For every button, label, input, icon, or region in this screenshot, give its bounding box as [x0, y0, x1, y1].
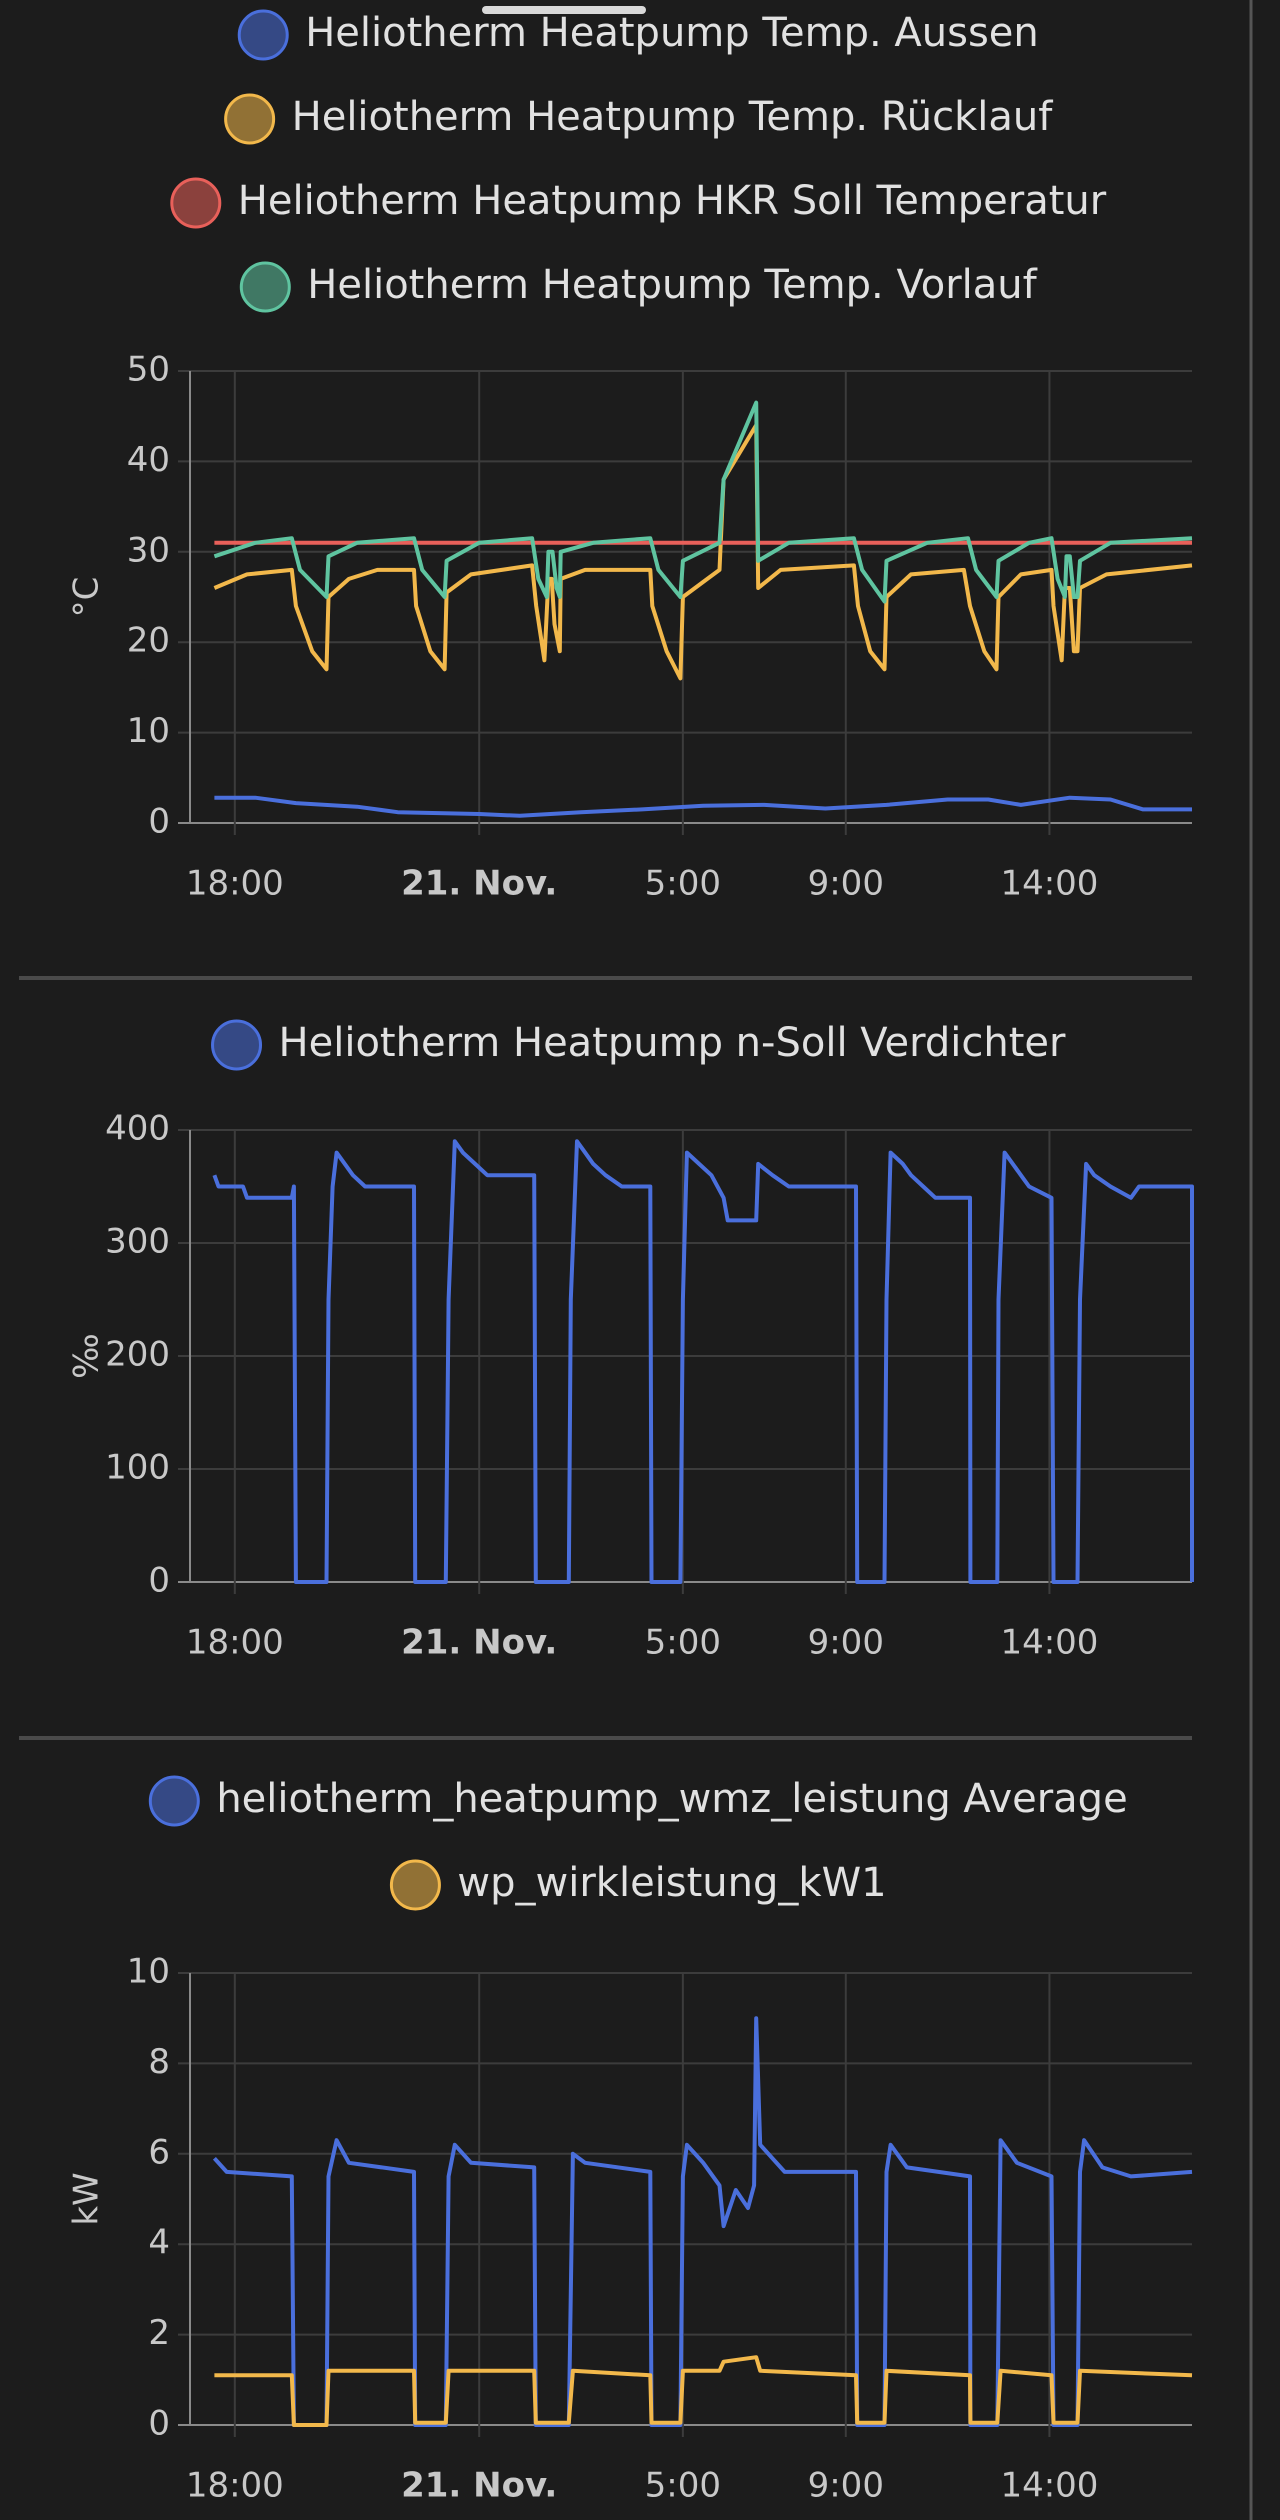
y-axis-label: °C [67, 577, 107, 618]
series-line [212, 1139, 1194, 1584]
legend-marker [237, 9, 289, 61]
y-tick-label: 6 [148, 2132, 170, 2172]
x-tick-label: 5:00 [645, 1623, 721, 1663]
series-line [212, 2016, 1193, 2427]
legend-label: Heliotherm Heatpump Temp. Aussen [305, 10, 1039, 56]
x-tick-label: 5:00 [645, 2466, 721, 2506]
y-tick-label: 8 [148, 2042, 170, 2082]
legend-marker [224, 93, 276, 145]
y-tick-label: 50 [127, 350, 170, 390]
y-tick-label: 400 [105, 1109, 170, 1149]
y-tick-label: 10 [127, 1952, 170, 1992]
x-tick-label: 18:00 [186, 864, 284, 904]
y-tick-label: 100 [105, 1448, 170, 1488]
legend-marker [170, 177, 222, 229]
x-tick-label: 18:00 [186, 1623, 284, 1663]
series-line [213, 400, 1193, 604]
x-tick-label: 14:00 [1000, 2466, 1098, 2506]
series-line [214, 795, 1192, 818]
legend-label: wp_wirkleistung_kW1 [457, 1860, 886, 1906]
y-tick-label: 0 [148, 1561, 170, 1601]
y-tick-label: 40 [127, 440, 170, 480]
x-tick-label: 21. Nov. [401, 1623, 557, 1663]
x-tick-label: 9:00 [808, 2466, 884, 2506]
top-indicator [482, 6, 646, 14]
y-tick-label: 300 [105, 1222, 170, 1262]
x-tick-label: 14:00 [1000, 864, 1098, 904]
legend-label: heliotherm_heatpump_wmz_leistung Average [216, 1776, 1127, 1822]
series-line [214, 2355, 1193, 2427]
y-tick-label: 30 [127, 530, 170, 570]
x-tick-label: 18:00 [186, 2466, 284, 2506]
x-tick-label: 9:00 [808, 1623, 884, 1663]
y-tick-label: 0 [148, 2404, 170, 2444]
y-tick-label: 4 [148, 2223, 170, 2263]
x-tick-label: 21. Nov. [401, 864, 557, 904]
y-tick-label: 200 [105, 1335, 170, 1375]
legend-marker [148, 1775, 200, 1827]
x-tick-label: 9:00 [808, 864, 884, 904]
y-tick-label: 2 [148, 2313, 170, 2353]
series-line [213, 423, 1193, 681]
y-axis-label: ‰ [67, 1333, 107, 1379]
legend-marker [211, 1019, 263, 1071]
legend-label: Heliotherm Heatpump Temp. Rücklauf [292, 94, 1054, 140]
legend-label: Heliotherm Heatpump n-Soll Verdichter [279, 1020, 1066, 1066]
legend-label: Heliotherm Heatpump HKR Soll Temperatur [238, 178, 1107, 224]
x-tick-label: 5:00 [645, 864, 721, 904]
y-axis-label: kW [67, 2172, 107, 2225]
y-tick-label: 20 [127, 621, 170, 661]
y-tick-label: 10 [127, 711, 170, 751]
y-tick-label: 0 [148, 802, 170, 842]
legend-label: Heliotherm Heatpump Temp. Vorlauf [307, 262, 1037, 308]
x-tick-label: 21. Nov. [401, 2466, 557, 2506]
x-tick-label: 14:00 [1000, 1623, 1098, 1663]
legend-marker [239, 261, 291, 313]
legend-marker [389, 1859, 441, 1911]
